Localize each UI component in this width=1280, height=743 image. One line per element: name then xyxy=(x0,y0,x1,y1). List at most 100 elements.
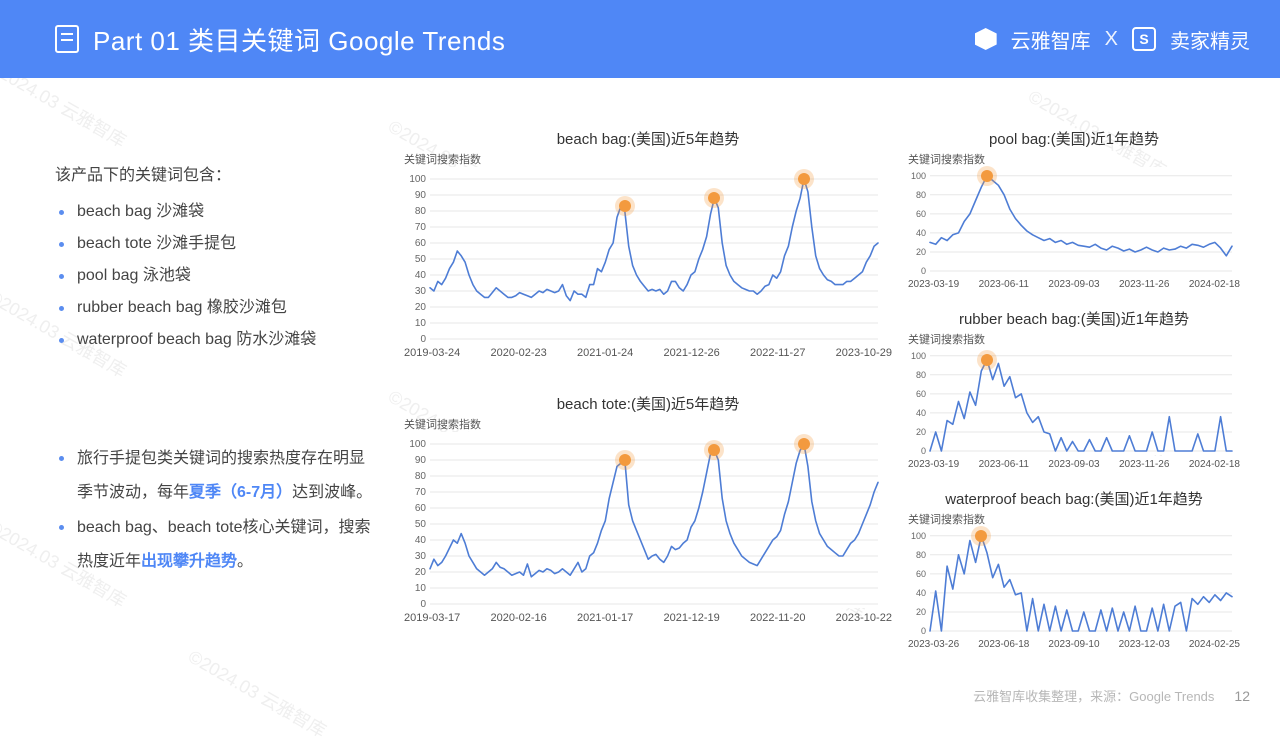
svg-text:0: 0 xyxy=(420,599,426,608)
notes-list: 旅行手提包类关键词的搜索热度存在明显季节波动，每年夏季（6-7月）达到波峰。be… xyxy=(55,442,375,580)
svg-text:60: 60 xyxy=(916,209,926,219)
cube-icon xyxy=(975,28,997,50)
svg-text:30: 30 xyxy=(415,286,427,297)
svg-text:90: 90 xyxy=(415,455,427,466)
page-number: 12 xyxy=(1234,688,1250,704)
x-tick-label: 2022-11-20 xyxy=(750,612,805,624)
x-ticks: 2023-03-19 2023-06-11 2023-09-03 2023-11-26… xyxy=(906,459,1242,470)
svg-text:70: 70 xyxy=(415,487,427,498)
plot-area: 0102030405060708090100 xyxy=(402,432,882,608)
chart-beach_bag_5y: beach bag:(美国)近5年趋势关键词搜索指数01020304050607… xyxy=(402,128,894,359)
svg-text:20: 20 xyxy=(415,567,427,578)
svg-text:70: 70 xyxy=(415,222,427,233)
peak-marker-icon xyxy=(975,530,987,542)
x-tick-label: 2023-09-03 xyxy=(1048,279,1099,290)
x-tick-label: 2023-10-29 xyxy=(836,347,892,359)
svg-text:80: 80 xyxy=(916,370,926,380)
x-tick-label: 2019-03-17 xyxy=(404,612,460,624)
square-s-icon: S xyxy=(1132,27,1156,51)
chart-title: pool bag:(美国)近1年趋势 xyxy=(906,128,1242,149)
x-tick-label: 2023-12-03 xyxy=(1119,639,1170,650)
svg-text:100: 100 xyxy=(409,439,426,450)
brand-block: 云雅智库 X S 卖家精灵 xyxy=(975,25,1250,54)
x-tick-label: 2023-06-11 xyxy=(979,459,1029,470)
x-tick-label: 2023-11-26 xyxy=(1119,459,1169,470)
x-tick-label: 2022-11-27 xyxy=(750,347,805,359)
brand1: 云雅智库 xyxy=(1011,25,1091,54)
page-title: Part 01 类目关键词 Google Trends xyxy=(93,21,505,58)
x-tick-label: 2024-02-18 xyxy=(1189,279,1240,290)
x-tick-label: 2024-02-25 xyxy=(1189,639,1240,650)
svg-text:20: 20 xyxy=(916,427,926,437)
svg-text:0: 0 xyxy=(921,266,926,275)
svg-text:40: 40 xyxy=(916,228,926,238)
svg-text:50: 50 xyxy=(415,519,427,530)
footer-source: 云雅智库收集整理，来源：Google Trends xyxy=(973,686,1214,705)
chart-beach_tote_5y: beach tote:(美国)近5年趋势关键词搜索指数0102030405060… xyxy=(402,393,894,624)
peak-marker-icon xyxy=(981,354,993,366)
plot-area: 0102030405060708090100 xyxy=(402,167,882,343)
x-ticks: 2023-03-26 2023-06-18 2023-09-10 2023-12-03… xyxy=(906,639,1242,650)
peak-marker-icon xyxy=(798,173,810,185)
svg-text:30: 30 xyxy=(415,551,427,562)
x-tick-label: 2023-09-10 xyxy=(1048,639,1099,650)
svg-text:100: 100 xyxy=(911,531,926,541)
svg-text:20: 20 xyxy=(415,302,427,313)
x-tick-label: 2020-02-23 xyxy=(491,347,547,359)
x-tick-label: 2021-01-24 xyxy=(577,347,633,359)
peak-marker-icon xyxy=(798,438,810,450)
y-axis-label: 关键词搜索指数 xyxy=(404,416,894,432)
note-item: beach bag、beach tote核心关键词，搜索热度近年出现攀升趋势。 xyxy=(55,511,375,580)
svg-text:80: 80 xyxy=(415,471,427,482)
plot-area: 0 20 40 60 80 100 xyxy=(906,347,1236,455)
x-tick-label: 2021-01-17 xyxy=(577,612,633,624)
watermark: ©2024.03 云雅智库 xyxy=(184,643,332,743)
svg-text:60: 60 xyxy=(415,238,427,249)
svg-text:100: 100 xyxy=(409,174,426,185)
svg-text:0: 0 xyxy=(921,446,926,455)
svg-text:20: 20 xyxy=(916,247,926,257)
y-axis-label: 关键词搜索指数 xyxy=(908,151,1242,167)
keyword-item: beach bag 沙滩袋 xyxy=(55,196,375,228)
chart-rubber_bag_1y: rubber beach bag:(美国)近1年趋势关键词搜索指数0204060… xyxy=(906,308,1242,470)
svg-text:40: 40 xyxy=(916,588,926,598)
svg-text:10: 10 xyxy=(415,318,427,329)
svg-text:90: 90 xyxy=(415,190,427,201)
x-tick-label: 2020-02-16 xyxy=(491,612,547,624)
x-tick-label: 2023-06-18 xyxy=(978,639,1029,650)
svg-text:80: 80 xyxy=(916,190,926,200)
svg-text:60: 60 xyxy=(916,569,926,579)
chart-pool_bag_1y: pool bag:(美国)近1年趋势关键词搜索指数 0 20 40 60 80 100 202… xyxy=(906,128,1242,290)
svg-text:40: 40 xyxy=(916,408,926,418)
svg-text:60: 60 xyxy=(415,503,427,514)
keyword-item: beach tote 沙滩手提包 xyxy=(55,228,375,260)
brand-sep: X xyxy=(1105,28,1118,51)
y-axis-label: 关键词搜索指数 xyxy=(908,511,1242,527)
x-tick-label: 2023-10-22 xyxy=(836,612,892,624)
keywords-intro: 该产品下的关键词包含： xyxy=(55,160,375,192)
svg-text:100: 100 xyxy=(911,351,926,361)
x-tick-label: 2023-03-26 xyxy=(908,639,959,650)
chart-title: beach bag:(美国)近5年趋势 xyxy=(402,128,894,149)
x-tick-label: 2023-03-19 xyxy=(908,279,959,290)
x-tick-label: 2023-06-11 xyxy=(979,279,1029,290)
peak-marker-icon xyxy=(981,170,993,182)
y-axis-label: 关键词搜索指数 xyxy=(404,151,894,167)
svg-text:60: 60 xyxy=(916,389,926,399)
keyword-item: waterproof beach bag 防水沙滩袋 xyxy=(55,324,375,356)
left-column: 该产品下的关键词包含： beach bag 沙滩袋beach tote 沙滩手提… xyxy=(55,160,375,580)
x-tick-label: 2023-09-03 xyxy=(1048,459,1099,470)
x-tick-label: 2023-03-19 xyxy=(908,459,959,470)
big-charts-col: beach bag:(美国)近5年趋势关键词搜索指数01020304050607… xyxy=(402,128,894,658)
small-charts-col: pool bag:(美国)近1年趋势关键词搜索指数020406080100202… xyxy=(906,128,1242,650)
note-item: 旅行手提包类关键词的搜索热度存在明显季节波动，每年夏季（6-7月）达到波峰。 xyxy=(55,442,375,511)
chart-title: beach tote:(美国)近5年趋势 xyxy=(402,393,894,414)
svg-text:0: 0 xyxy=(420,334,426,343)
chart-title: rubber beach bag:(美国)近1年趋势 xyxy=(906,308,1242,329)
x-tick-label: 2024-02-18 xyxy=(1189,459,1240,470)
x-ticks: 2023-03-192023-06-112023-09-032023-11-26… xyxy=(906,279,1242,290)
x-ticks: 2019-03-242020-02-232021-01-242021-12-26… xyxy=(402,347,894,359)
svg-text:100: 100 xyxy=(911,171,926,181)
brand2: 卖家精灵 xyxy=(1170,25,1250,54)
peak-marker-icon xyxy=(708,444,720,456)
